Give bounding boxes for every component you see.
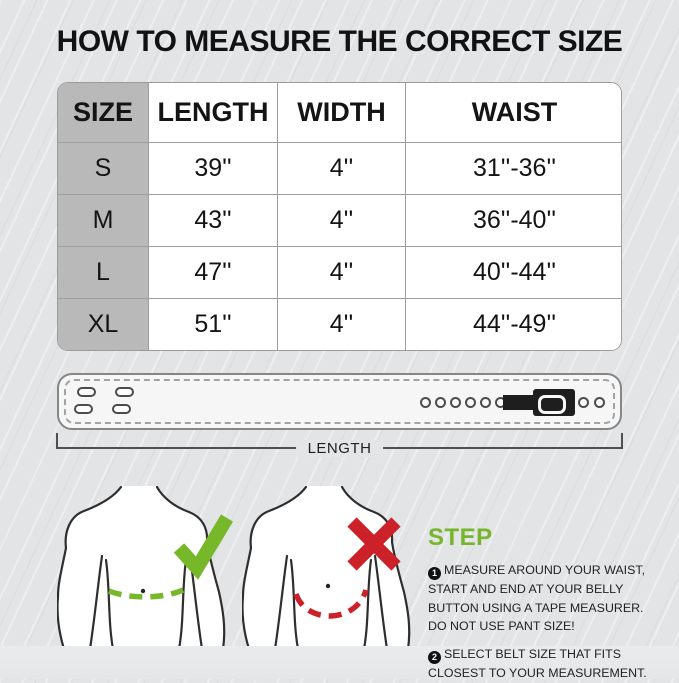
belt-buckle-strap	[503, 395, 541, 410]
belt-slot	[115, 387, 134, 397]
table-cell-waist: 31''-36''	[406, 142, 621, 194]
belt-hole	[578, 397, 589, 408]
table-cell-size: S	[58, 142, 149, 194]
belly-button-dot	[325, 583, 331, 589]
cross-mark-icon	[347, 517, 401, 571]
page-title: HOW TO MEASURE THE CORRECT SIZE	[56, 25, 623, 58]
length-label: LENGTH	[295, 440, 384, 457]
belt-buckle-frame	[538, 395, 566, 414]
step-text: MEASURE AROUND YOUR WAIST, START AND END…	[428, 563, 646, 634]
table-cell-size: L	[58, 246, 149, 298]
step-number-badge: 2	[428, 651, 441, 665]
size-table-header-width: WIDTH	[278, 83, 406, 142]
table-cell-width: 4''	[278, 142, 406, 194]
step-number-badge: 1	[428, 567, 441, 581]
size-table-header-size: SIZE	[58, 83, 149, 142]
table-cell-width: 4''	[278, 194, 406, 246]
belt-hole	[435, 397, 446, 408]
size-table-header-length: LENGTH	[149, 83, 278, 142]
waist-line-correct	[107, 587, 185, 600]
step-heading: STEP	[428, 524, 493, 551]
step-text: SELECT BELT SIZE THAT FITS CLOSEST TO YO…	[428, 647, 647, 681]
belt-slot	[77, 387, 96, 397]
table-cell-length: 51''	[149, 298, 278, 350]
table-cell-length: 39''	[149, 142, 278, 194]
belt-hole	[420, 397, 431, 408]
table-cell-width: 4''	[278, 298, 406, 350]
bottom-band	[0, 646, 679, 679]
belt-hole	[450, 397, 461, 408]
belly-button-dot	[140, 588, 146, 594]
step-instructions: STEP 1 MEASURE AROUND YOUR WAIST, START A…	[428, 524, 656, 683]
table-cell-size: M	[58, 194, 149, 246]
belt-stitching	[64, 379, 615, 424]
size-table: SIZE LENGTH WIDTH WAIST S 39'' 4'' 31''-…	[57, 82, 622, 351]
length-measurement-bracket: LENGTH	[56, 433, 623, 457]
check-mark-icon	[173, 514, 234, 580]
waist-line-incorrect	[293, 589, 369, 619]
table-cell-waist: 40''-44''	[406, 246, 621, 298]
belt-hole	[480, 397, 491, 408]
table-cell-waist: 36''-40''	[406, 194, 621, 246]
belt-slot	[112, 404, 131, 414]
torso-incorrect-illustration	[242, 486, 411, 649]
table-cell-size: XL	[58, 298, 149, 350]
table-cell-length: 43''	[149, 194, 278, 246]
step-item-2: 2 SELECT BELT SIZE THAT FITS CLOSEST TO Y…	[428, 645, 656, 683]
belt-illustration	[57, 373, 622, 430]
table-cell-waist: 44''-49''	[406, 298, 621, 350]
belt-hole	[465, 397, 476, 408]
belt-hole	[594, 397, 605, 408]
table-cell-width: 4''	[278, 246, 406, 298]
belt-slot	[74, 404, 93, 414]
step-item-1: 1 MEASURE AROUND YOUR WAIST, START AND EN…	[428, 561, 656, 636]
size-table-header-waist: WAIST	[406, 83, 621, 142]
table-cell-length: 47''	[149, 246, 278, 298]
torso-correct-illustration	[57, 486, 234, 649]
